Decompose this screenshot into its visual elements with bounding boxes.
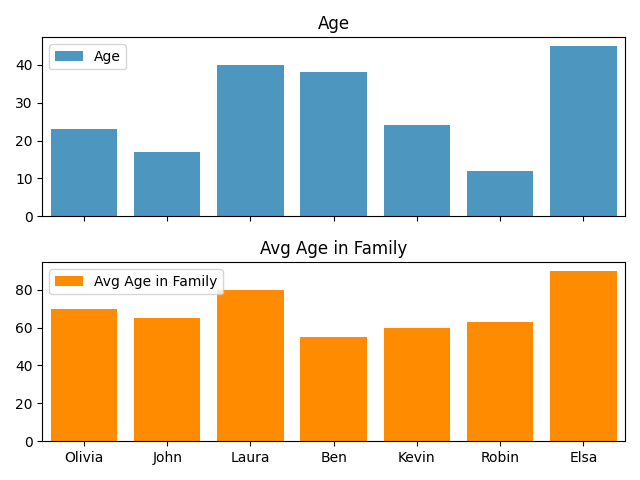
Bar <box>217 290 284 441</box>
Bar <box>51 129 117 216</box>
Bar <box>550 271 617 441</box>
Legend: Age: Age <box>49 44 126 70</box>
Bar <box>134 152 200 216</box>
Title: Age: Age <box>317 15 349 33</box>
Bar <box>383 125 450 216</box>
Legend: Avg Age in Family: Avg Age in Family <box>49 269 223 294</box>
Bar <box>300 337 367 441</box>
Bar <box>383 327 450 441</box>
Bar <box>300 72 367 216</box>
Bar <box>217 65 284 216</box>
Bar <box>550 46 617 216</box>
Title: Avg Age in Family: Avg Age in Family <box>260 240 407 258</box>
Bar <box>467 322 534 441</box>
Bar <box>51 309 117 441</box>
Bar <box>134 318 200 441</box>
Bar <box>467 171 534 216</box>
